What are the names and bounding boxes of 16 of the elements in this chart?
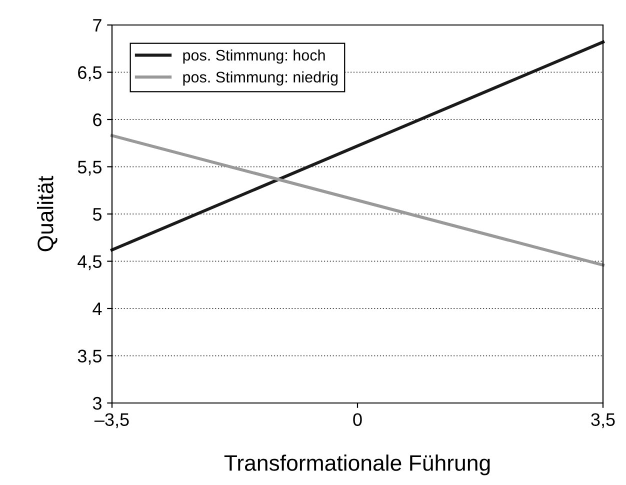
- x-tick-label: 0: [353, 413, 362, 426]
- y-tick-label: 6: [93, 113, 102, 126]
- y-tick-label: 3,5: [78, 350, 102, 365]
- y-tick-label: 3: [92, 396, 102, 410]
- legend-label: pos. Stimmung: hoch: [183, 49, 325, 64]
- y-tick-label: 4,5: [78, 255, 102, 270]
- y-axis-title: Qualität: [37, 176, 58, 252]
- y-tick-label: 7: [93, 19, 102, 32]
- y-tick-label: 5,5: [78, 160, 102, 176]
- y-tick-label: 6,5: [78, 66, 102, 82]
- legend-label: pos. Stimmung: niedrig: [183, 71, 338, 86]
- x-tick-label: 3,5: [591, 413, 615, 428]
- y-tick-label: 4: [92, 302, 102, 316]
- x-axis-title: Transformationale Führung: [224, 454, 490, 476]
- x-tick-label: –3,5: [94, 413, 129, 428]
- y-tick-label: 5: [92, 208, 102, 221]
